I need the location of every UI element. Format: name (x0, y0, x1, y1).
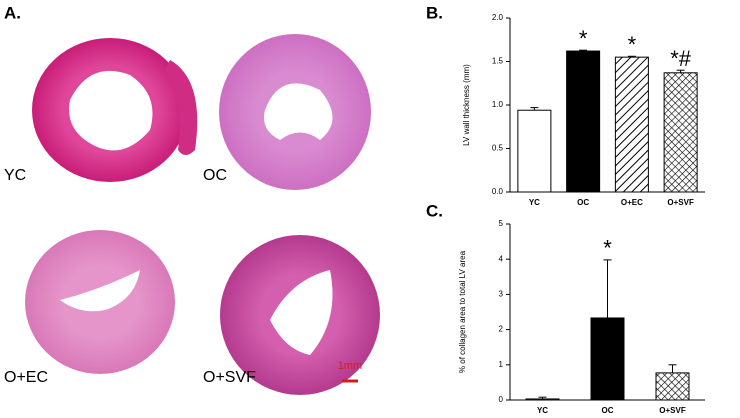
bar (590, 317, 625, 401)
histology-osvf (220, 235, 380, 395)
bar (655, 372, 690, 401)
y-tick-label: 4 (499, 254, 504, 263)
y-tick-label: 2.0 (492, 13, 504, 22)
image-label: YC (4, 167, 26, 184)
histology-oec (25, 230, 175, 374)
y-tick-label: 0 (499, 395, 504, 404)
bar (517, 109, 552, 193)
x-tick-label: O+SVF (659, 406, 686, 415)
y-tick-label: 0.5 (492, 144, 504, 153)
significance-marker: * (579, 26, 588, 51)
y-tick-label: 0.0 (492, 187, 504, 196)
y-tick-label: 2 (499, 325, 504, 334)
x-tick-label: O+EC (621, 198, 643, 207)
y-tick-label: 1.5 (492, 57, 504, 66)
x-tick-label: OC (577, 198, 589, 207)
image-label: OC (203, 167, 227, 184)
significance-marker: *# (670, 46, 692, 71)
x-tick-label: YC (537, 406, 548, 415)
panel-label: B. (426, 3, 443, 22)
y-tick-label: 1 (499, 360, 504, 369)
x-tick-label: YC (529, 198, 540, 207)
x-tick-label: OC (602, 406, 614, 415)
image-label: O+EC (4, 369, 48, 386)
histology-oc (219, 34, 371, 190)
y-tick-label: 1.0 (492, 100, 504, 109)
panel-label: A. (4, 3, 21, 22)
image-label: O+SVF (203, 369, 256, 386)
y-axis-label: % of collagen area to total LV area (458, 250, 467, 373)
scale-bar-label: 1mm (338, 360, 362, 372)
bar (525, 398, 560, 401)
significance-marker: * (628, 32, 637, 57)
y-tick-label: 5 (499, 219, 504, 228)
bar (566, 50, 601, 193)
bar (663, 72, 698, 193)
significance-marker: * (603, 236, 612, 261)
y-axis-label: LV wall thickness (mm) (462, 64, 471, 146)
x-tick-label: O+SVF (667, 198, 694, 207)
bar (614, 56, 649, 193)
histology-yc (32, 38, 198, 182)
y-tick-label: 3 (499, 290, 504, 299)
panel-label: C. (426, 201, 443, 220)
